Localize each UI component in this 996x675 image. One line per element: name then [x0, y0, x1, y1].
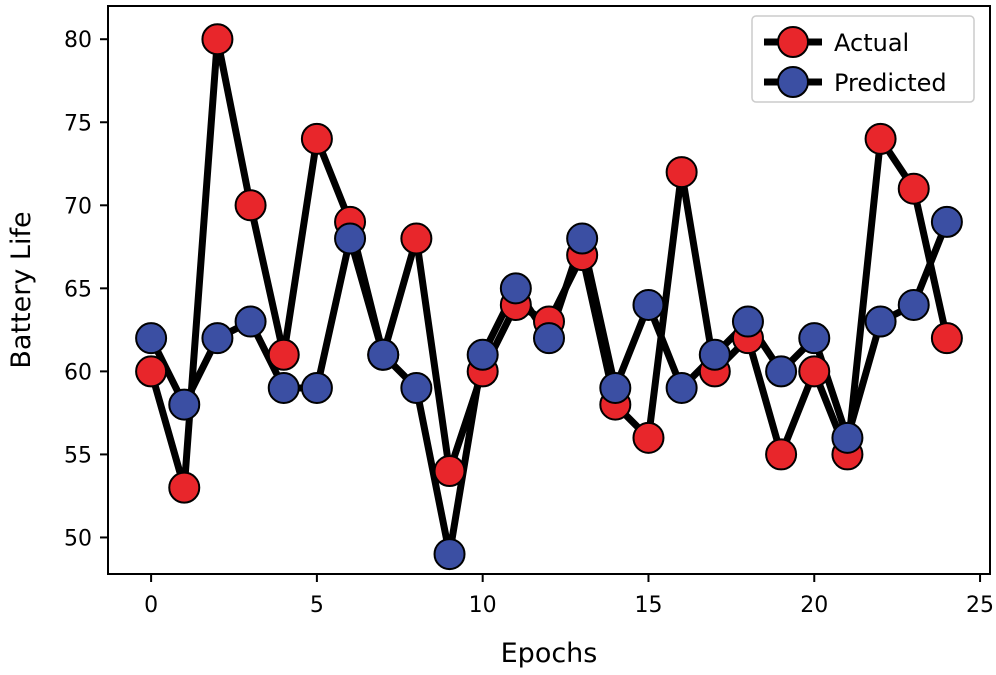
y-axis: 50 55 60 65 70 75 80 — [64, 28, 108, 551]
predicted-point — [765, 355, 798, 388]
predicted-point — [466, 338, 499, 371]
predicted-point — [566, 222, 599, 255]
predicted-point — [267, 371, 300, 404]
predicted-point — [698, 338, 731, 371]
predicted-point — [930, 205, 963, 238]
predicted-point — [168, 388, 201, 421]
actual-point — [135, 355, 168, 388]
predicted-point — [798, 322, 831, 355]
y-tick-label: 60 — [64, 360, 92, 385]
actual-point — [798, 355, 831, 388]
predicted-point — [433, 538, 466, 571]
predicted-point — [665, 371, 698, 404]
legend-predicted-marker — [777, 66, 809, 98]
predicted-point — [334, 222, 367, 255]
actual-point — [930, 322, 963, 355]
actual-point — [632, 421, 665, 454]
actual-point — [300, 122, 333, 155]
predicted-point — [897, 288, 930, 321]
predicted-point — [234, 305, 267, 338]
actual-point — [665, 156, 698, 189]
y-tick-label: 65 — [64, 277, 92, 302]
series-markers — [135, 23, 963, 571]
predicted-point — [831, 421, 864, 454]
y-tick-label: 70 — [64, 194, 92, 219]
actual-point — [267, 338, 300, 371]
legend-actual-marker — [777, 26, 809, 58]
actual-point — [897, 172, 930, 205]
x-tick-label: 10 — [469, 593, 497, 618]
y-tick-label: 50 — [64, 526, 92, 551]
actual-point — [400, 222, 433, 255]
predicted-point — [599, 371, 632, 404]
x-tick-label: 0 — [144, 593, 158, 618]
x-axis: 0 5 10 15 20 25 — [144, 574, 994, 618]
y-tick-label: 80 — [64, 28, 92, 53]
predicted-point — [201, 322, 234, 355]
predicted-markers — [135, 205, 963, 571]
predicted-point — [499, 272, 532, 305]
predicted-point — [367, 338, 400, 371]
y-tick-label: 55 — [64, 443, 92, 468]
legend: Actual Predicted — [751, 15, 975, 103]
x-tick-label: 15 — [634, 593, 662, 618]
actual-point — [433, 455, 466, 488]
legend-actual-label: Actual — [834, 29, 909, 57]
actual-point — [864, 122, 897, 155]
actual-series-line — [147, 35, 951, 492]
legend-predicted-label: Predicted — [834, 69, 947, 97]
x-tick-label: 25 — [966, 593, 994, 618]
plot-frame — [107, 5, 991, 575]
predicted-point — [864, 305, 897, 338]
x-tick-label: 20 — [800, 593, 828, 618]
x-tick-label: 5 — [310, 593, 324, 618]
actual-point — [201, 23, 234, 56]
y-axis-label: Battery Life — [6, 211, 37, 368]
series-lines — [147, 35, 951, 558]
predicted-point — [533, 322, 565, 355]
predicted-point — [632, 288, 665, 321]
y-tick-label: 75 — [64, 111, 92, 136]
predicted-point — [400, 371, 433, 404]
predicted-point — [731, 305, 764, 338]
actual-point — [234, 189, 267, 222]
predicted-point — [300, 371, 333, 404]
predicted-point — [135, 322, 168, 355]
actual-point — [765, 438, 798, 471]
x-axis-label: Epochs — [501, 638, 598, 669]
actual-point — [168, 471, 201, 504]
